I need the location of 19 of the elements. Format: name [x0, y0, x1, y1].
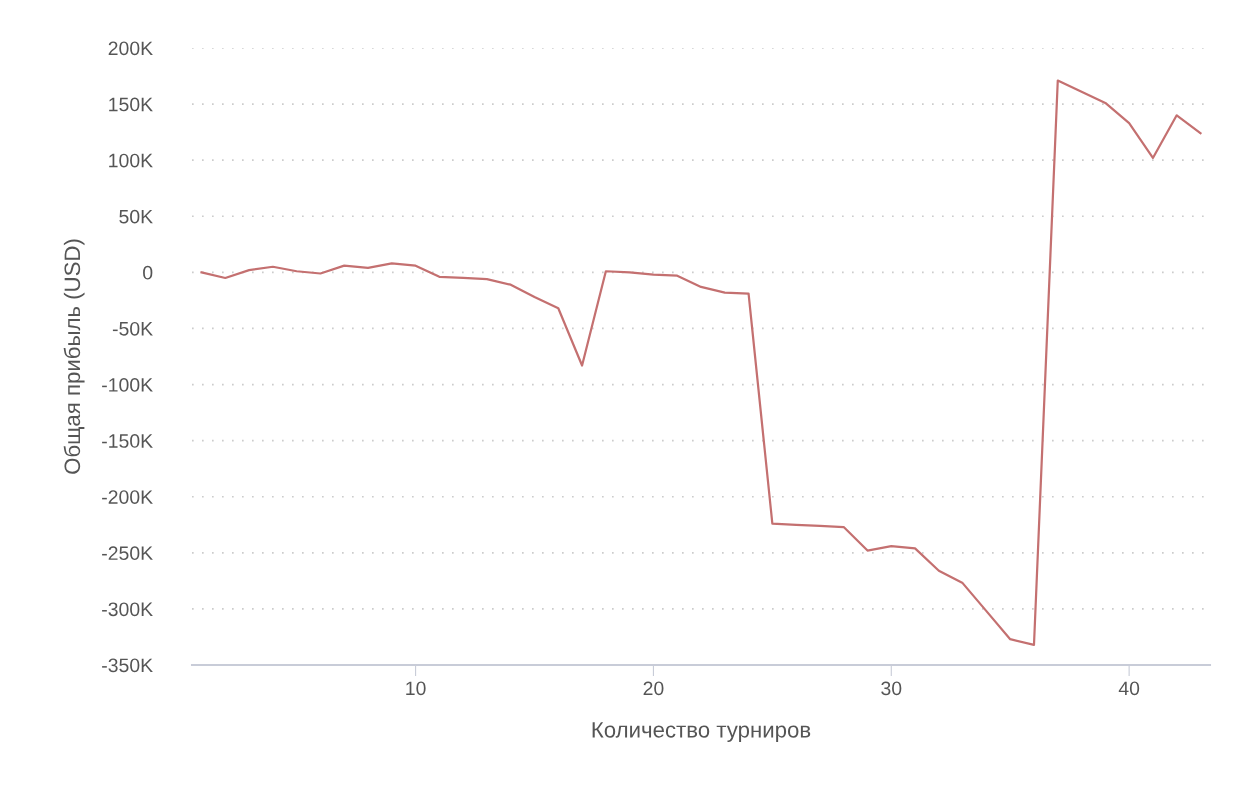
y-axis-title: Общая прибыль (USD)	[63, 239, 85, 474]
line-series	[200, 79, 1202, 646]
y-tick-label: -300K	[102, 602, 153, 617]
x-axis-title: Количество турниров	[592, 722, 811, 743]
x-tick-label: 10	[406, 681, 426, 696]
y-tick-label: -250K	[102, 546, 153, 561]
y-tick-label: 150K	[109, 97, 153, 112]
y-tick-label: 0	[143, 265, 153, 280]
y-tick-label: -200K	[102, 490, 153, 504]
y-tick-label: 50K	[119, 209, 153, 224]
x-tick-label: 20	[643, 681, 664, 696]
x-tick-label: 30	[881, 681, 902, 696]
y-tick-label: -50K	[112, 321, 153, 336]
y-tick-label: -350K	[102, 658, 153, 673]
y-tick-label: -100K	[102, 378, 153, 392]
x-tick-label: 40	[1118, 681, 1140, 696]
y-tick-label: -150K	[102, 434, 153, 448]
y-tick-label: 200K	[108, 41, 153, 56]
y-tick-label: 100K	[109, 153, 153, 168]
